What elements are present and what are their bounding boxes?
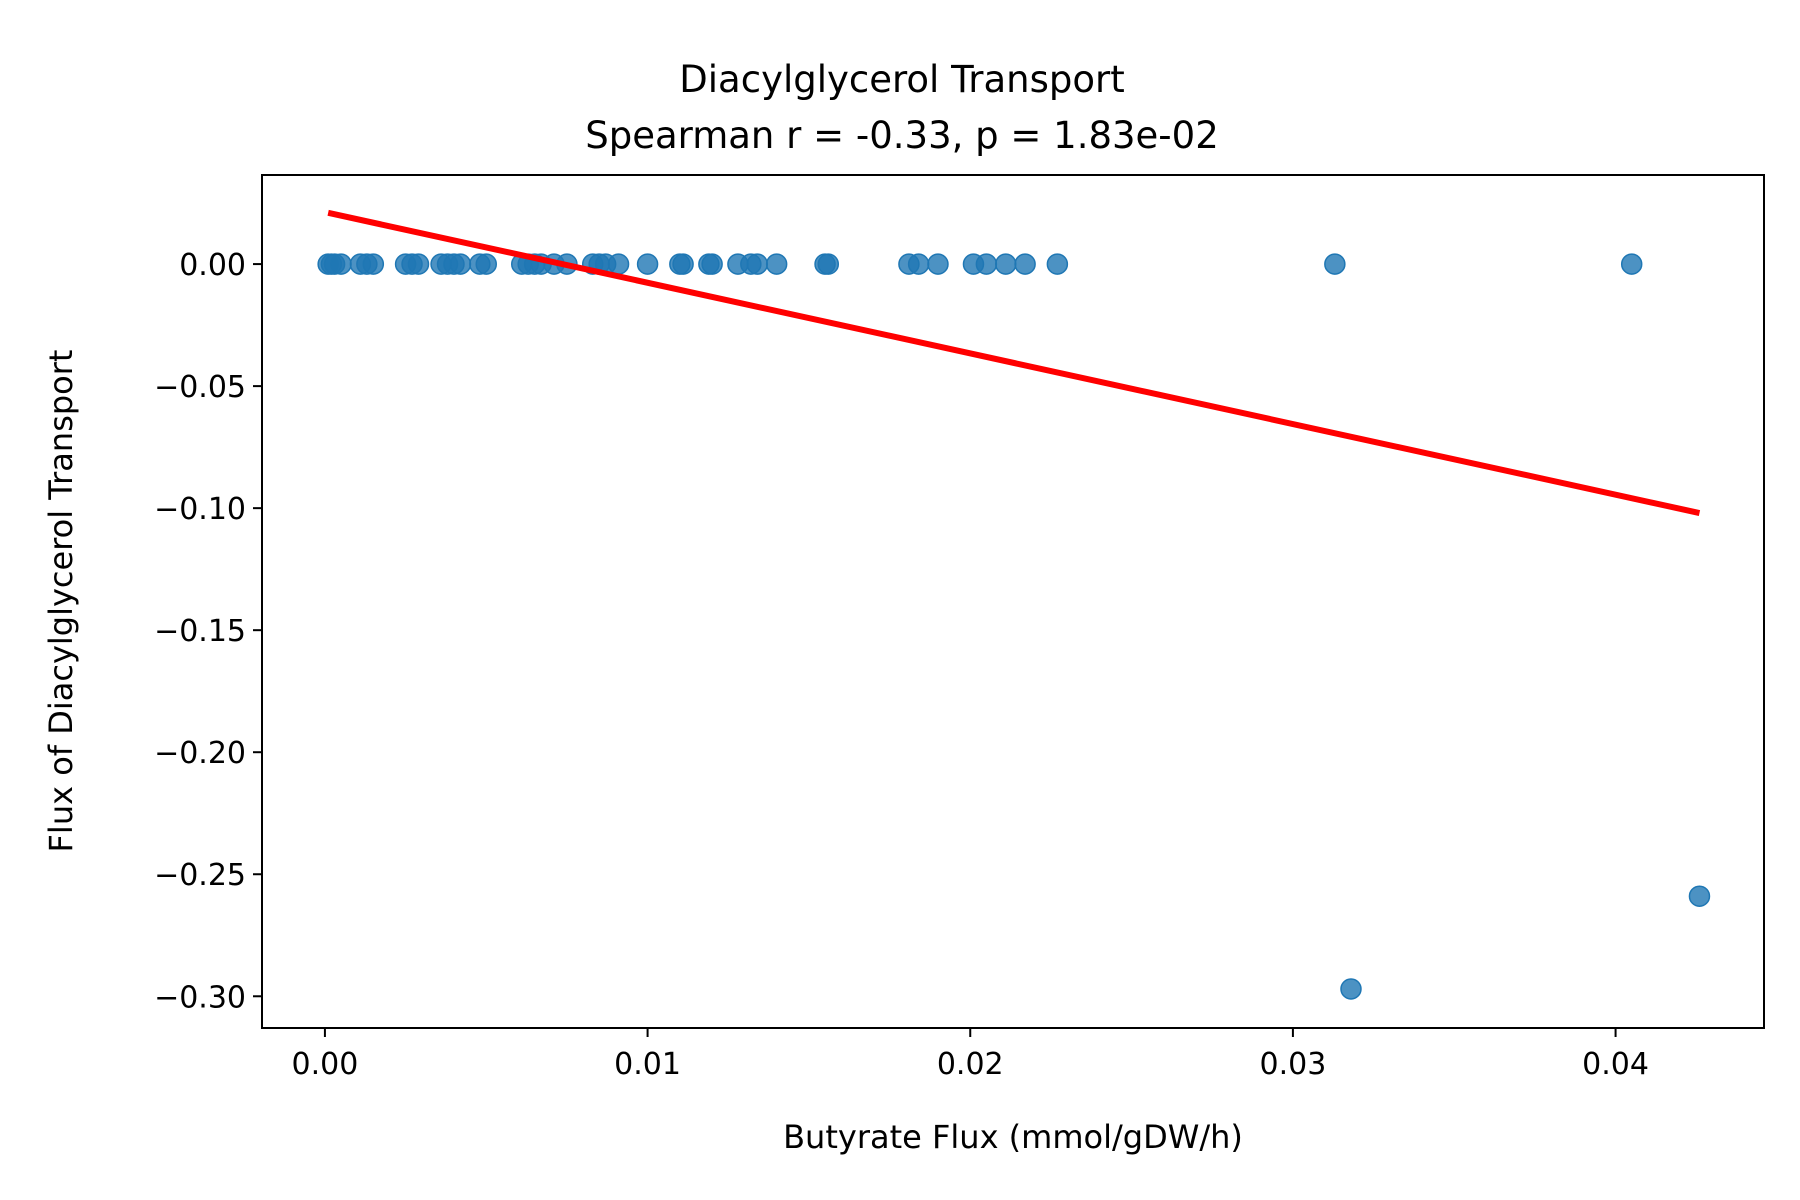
- x-tick-label: 0.00: [292, 1047, 359, 1082]
- y-tick-label: −0.20: [154, 736, 246, 771]
- x-tick-label: 0.03: [1260, 1047, 1327, 1082]
- data-point: [927, 253, 949, 275]
- y-tick-label: 0.00: [179, 248, 246, 283]
- data-point: [362, 253, 385, 275]
- x-tick-label: 0.02: [937, 1047, 1004, 1082]
- data-point: [475, 253, 498, 275]
- plot-frame: [261, 174, 1765, 1029]
- x-axis-ticks: 0.00 0.01 0.02 0.03 0.04: [292, 1028, 1649, 1082]
- y-axis-ticks: 0.00 −0.05 −0.10 −0.15 −0.20 −0.25 −0.30: [154, 248, 262, 1015]
- data-point: [1340, 978, 1362, 1000]
- x-tick-label: 0.04: [1582, 1047, 1649, 1082]
- chart-subtitle: Spearman r = -0.33, p = 1.83e-02: [585, 114, 1218, 157]
- data-point: [1046, 253, 1069, 275]
- data-point: [449, 253, 472, 275]
- data-point: [636, 253, 659, 275]
- x-tick-label: 0.01: [614, 1047, 681, 1082]
- data-point: [407, 253, 430, 275]
- y-axis-label: Flux of Diacylglycerol Transport: [42, 350, 80, 853]
- data-point: [1014, 253, 1036, 275]
- data-point: [1688, 885, 1711, 907]
- data-point: [330, 253, 352, 275]
- data-point: [817, 253, 840, 275]
- plot-marks: [317, 209, 1711, 1000]
- y-tick-label: −0.30: [154, 980, 246, 1015]
- y-tick-label: −0.05: [154, 370, 246, 405]
- data-point: [1324, 253, 1346, 275]
- data-point: [746, 253, 769, 275]
- data-point: [672, 253, 694, 275]
- data-point: [994, 253, 1017, 275]
- data-point: [907, 253, 930, 275]
- data-point: [765, 253, 788, 275]
- y-tick-label: −0.25: [154, 858, 246, 893]
- data-point: [1620, 253, 1643, 275]
- y-tick-label: −0.15: [154, 614, 246, 649]
- y-tick-label: −0.10: [154, 492, 246, 527]
- data-point: [607, 253, 630, 275]
- chart-title: Diacylglycerol Transport: [679, 58, 1124, 101]
- data-point: [701, 253, 723, 275]
- data-point: [975, 253, 998, 275]
- regression-line: [327, 209, 1701, 516]
- x-axis-label: Butyrate Flux (mmol/gDW/h): [783, 1118, 1243, 1156]
